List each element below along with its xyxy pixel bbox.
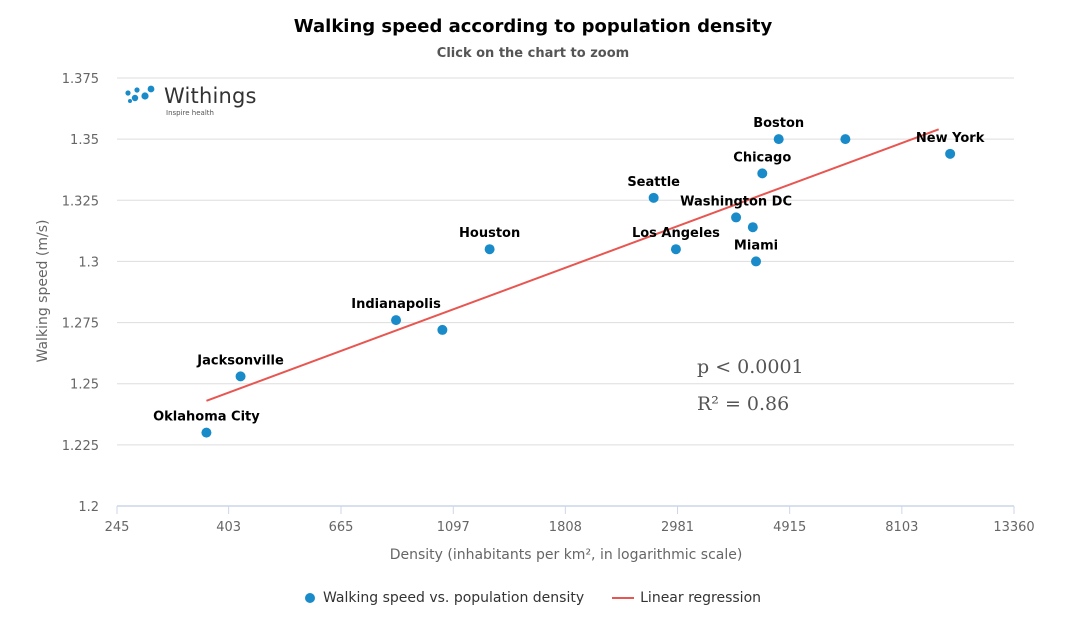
x-tick-label: 403 bbox=[216, 520, 241, 535]
data-point[interactable] bbox=[437, 324, 448, 335]
x-tick-label: 4915 bbox=[773, 520, 806, 535]
x-axis-label: Density (inhabitants per km², in logarit… bbox=[390, 547, 743, 563]
point-label: Houston bbox=[459, 226, 520, 241]
y-tick-label: 1.225 bbox=[62, 439, 99, 454]
legend-label-scatter: Walking speed vs. population density bbox=[322, 590, 585, 606]
x-tick-label: 1808 bbox=[549, 520, 582, 535]
legend-label-regression: Linear regression bbox=[640, 590, 762, 606]
data-point[interactable] bbox=[201, 427, 212, 438]
data-point[interactable] bbox=[484, 244, 495, 255]
x-tick-label: 245 bbox=[105, 520, 130, 535]
point-label: Seattle bbox=[627, 175, 680, 190]
point-label: Oklahoma City bbox=[153, 410, 260, 425]
regression-layer bbox=[206, 128, 940, 402]
legend-marker-line bbox=[612, 597, 635, 599]
logo-tagline: Inspire health bbox=[166, 109, 214, 117]
regression-line bbox=[206, 128, 940, 402]
r-squared-annotation: R² = 0.86 bbox=[697, 393, 790, 415]
y-tick-label: 1.375 bbox=[62, 72, 99, 87]
legend: Walking speed vs. population density Lin… bbox=[0, 588, 1066, 608]
y-axis-label: Walking speed (m/s) bbox=[35, 220, 51, 363]
logo-dots-icon bbox=[125, 85, 155, 103]
y-tick-label: 1.35 bbox=[70, 133, 99, 148]
data-point[interactable] bbox=[751, 256, 762, 267]
data-point[interactable] bbox=[757, 168, 768, 179]
legend-marker-dot bbox=[304, 593, 315, 603]
data-point[interactable] bbox=[648, 192, 659, 203]
x-tick-label: 2981 bbox=[661, 520, 694, 535]
x-tick-label: 1097 bbox=[437, 520, 470, 535]
chart-subtitle: Click on the chart to zoom bbox=[436, 46, 630, 61]
data-point[interactable] bbox=[747, 222, 758, 233]
y-tick-label: 1.325 bbox=[62, 194, 99, 209]
point-label: Jacksonville bbox=[196, 353, 284, 368]
withings-logo: Withings Inspire health bbox=[124, 84, 264, 120]
point-label: Washington DC bbox=[680, 194, 792, 209]
point-label: New York bbox=[916, 131, 985, 146]
point-label: Indianapolis bbox=[351, 297, 441, 312]
data-point[interactable] bbox=[391, 315, 402, 326]
point-labels-layer: Oklahoma City Jacksonville Indianapolis Hou… bbox=[153, 116, 985, 424]
y-tick-label: 1.25 bbox=[70, 378, 99, 393]
data-point[interactable] bbox=[773, 134, 784, 145]
grid-lines bbox=[117, 77, 1014, 446]
y-tick-label: 1.3 bbox=[78, 255, 99, 270]
data-point[interactable] bbox=[235, 371, 246, 382]
x-tick-label: 13360 bbox=[993, 520, 1034, 535]
chart-title: Walking speed according to population de… bbox=[293, 16, 773, 37]
legend-item-scatter[interactable]: Walking speed vs. population density bbox=[304, 590, 585, 606]
data-point[interactable] bbox=[731, 212, 742, 223]
data-point[interactable] bbox=[945, 148, 956, 159]
logo-wordmark: Withings bbox=[164, 84, 257, 108]
point-label: Miami bbox=[734, 238, 778, 253]
data-point[interactable] bbox=[670, 244, 681, 255]
x-tick-label: 8103 bbox=[885, 520, 918, 535]
p-value-annotation: p < 0.0001 bbox=[697, 356, 804, 378]
point-label: Chicago bbox=[733, 150, 791, 165]
x-tick-label: 665 bbox=[329, 520, 354, 535]
points-layer bbox=[201, 134, 956, 438]
point-label: Boston bbox=[753, 116, 804, 131]
y-tick-label: 1.2 bbox=[78, 500, 99, 515]
point-label: Los Angeles bbox=[632, 226, 720, 241]
legend-item-regression[interactable]: Linear regression bbox=[612, 590, 761, 606]
data-point[interactable] bbox=[840, 134, 851, 145]
axes: 1.2 1.225 1.25 1.275 1.3 1.325 1.35 1.375 245 403… bbox=[62, 72, 1035, 535]
y-tick-label: 1.275 bbox=[62, 317, 99, 332]
